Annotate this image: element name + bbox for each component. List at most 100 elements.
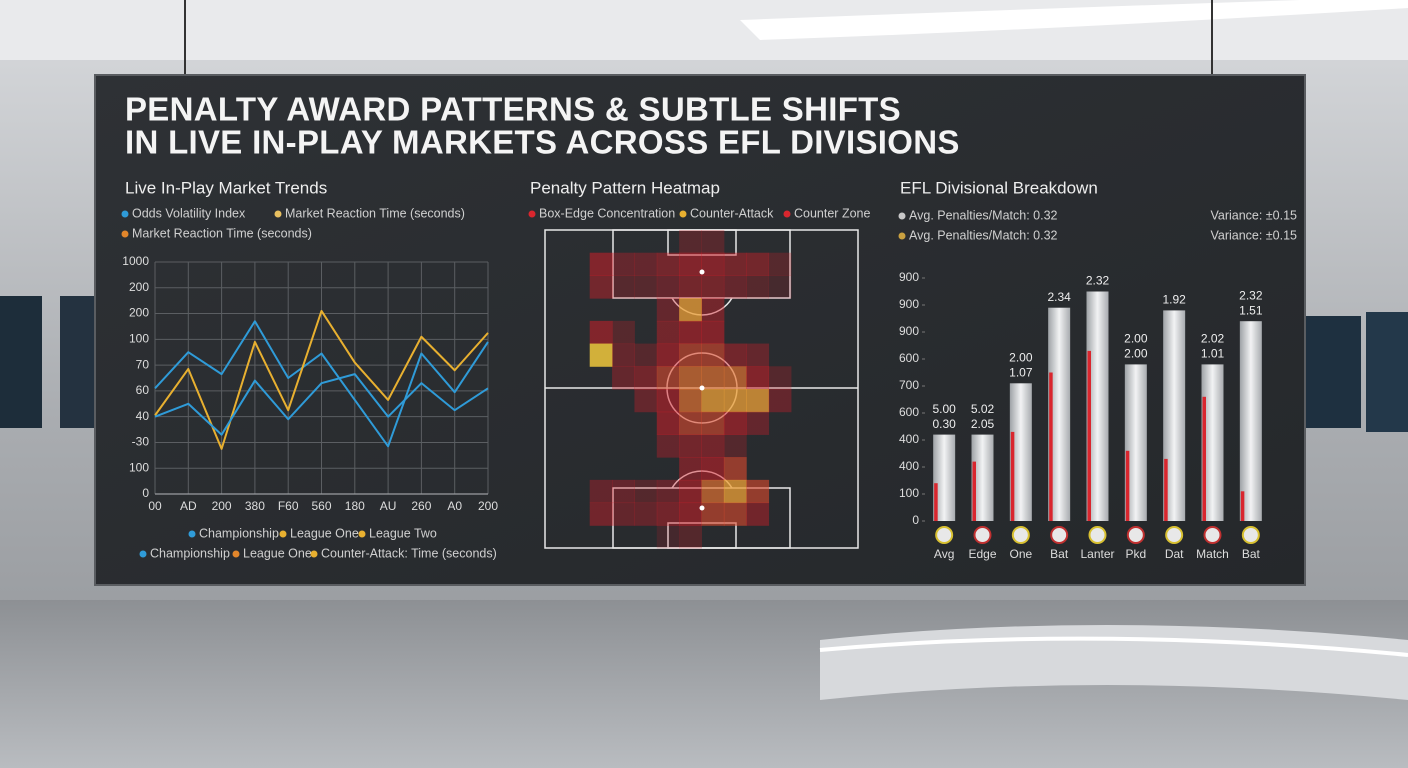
heat-cell	[545, 344, 568, 367]
heat-cell	[836, 321, 859, 344]
heat-cell	[791, 389, 814, 412]
series-line	[154, 309, 489, 450]
heat-cell	[679, 434, 702, 458]
x-tick-label: One	[1009, 547, 1032, 561]
heat-cell	[567, 321, 590, 344]
ceiling-light	[740, 0, 1408, 40]
heat-cell	[656, 252, 680, 276]
heat-cell	[657, 230, 680, 253]
heat-cell	[701, 298, 725, 322]
bar-annotation: 2.05	[971, 417, 995, 431]
heat-cell	[656, 320, 680, 345]
heat-cell	[656, 275, 680, 299]
heat-cell	[545, 412, 568, 435]
heat-cell	[545, 503, 568, 526]
bar	[1048, 307, 1071, 521]
team-badge	[1126, 526, 1145, 544]
heat-cell	[590, 525, 613, 548]
legend-label: Odds Volatility Index	[132, 206, 246, 220]
heat-cell	[701, 230, 725, 254]
legend-label: Market Reaction Time (seconds)	[132, 226, 312, 240]
heat-cell	[813, 253, 836, 276]
heat-cell	[545, 434, 568, 457]
heat-cell	[589, 320, 613, 345]
bar-annotation: 2.00	[1009, 350, 1033, 364]
heat-cell	[634, 321, 657, 344]
heat-cell	[567, 344, 590, 367]
heat-cell	[679, 502, 702, 526]
series-line	[154, 373, 489, 436]
legend-marker	[232, 550, 240, 558]
heat-cell	[791, 480, 814, 503]
heat-cell	[724, 525, 747, 548]
heat-cell	[746, 411, 770, 435]
heat-cell	[545, 480, 568, 503]
heat-cell	[791, 230, 814, 253]
x-tick-label: 200	[478, 499, 498, 513]
y-tick-label: 0	[142, 486, 149, 500]
heat-cell	[612, 525, 635, 548]
heat-cell	[656, 343, 680, 367]
heat-cell	[679, 252, 702, 276]
team-badge	[1165, 526, 1184, 544]
legend-label: Avg. Penalties/Match: 0.32	[909, 208, 1058, 222]
bar	[1201, 364, 1224, 521]
heat-cell	[701, 389, 725, 413]
heat-cell	[791, 434, 814, 457]
heat-cell	[679, 366, 702, 390]
heat-cell	[701, 479, 725, 504]
bar	[1202, 396, 1206, 521]
heat-cell	[836, 344, 859, 367]
heat-cell	[746, 252, 770, 276]
heat-cell	[634, 230, 657, 253]
y-tick-label: 100	[899, 486, 919, 500]
center-spot	[699, 385, 705, 391]
heat-cell	[612, 252, 635, 276]
heat-cell	[589, 502, 613, 526]
heat-cell	[634, 412, 657, 435]
heat-cell	[768, 252, 792, 276]
heat-cell	[723, 275, 747, 299]
heat-cell	[545, 366, 568, 389]
heat-cell	[769, 525, 792, 548]
heat-cell	[701, 320, 725, 345]
heat-cell	[567, 389, 590, 412]
heat-cell	[723, 252, 747, 276]
heat-cell	[746, 457, 769, 480]
heat-cell	[612, 298, 635, 321]
bar-annotation: 2.00	[1124, 332, 1148, 346]
legend-marker	[783, 210, 791, 218]
heat-cell	[634, 252, 658, 276]
heat-cell	[813, 366, 836, 389]
heat-cell	[634, 502, 658, 526]
heat-cell	[836, 230, 859, 253]
x-tick-label: F60	[278, 499, 299, 513]
heat-cell	[836, 253, 859, 276]
bar	[1240, 491, 1245, 521]
legend-marker	[121, 210, 129, 218]
heat-cell	[545, 298, 568, 321]
heat-cell	[836, 480, 859, 503]
heat-cell	[813, 344, 836, 367]
heat-cell	[836, 275, 859, 298]
heat-cell	[545, 253, 568, 276]
y-tick-label: 60	[136, 383, 150, 397]
heat-cell	[836, 389, 859, 412]
heat-cell	[746, 502, 770, 526]
heat-cell	[657, 457, 680, 480]
y-tick-label: 700	[899, 378, 919, 392]
heat-cell	[769, 503, 792, 526]
heat-cell	[590, 389, 613, 412]
team-badge	[973, 526, 992, 544]
heat-cell	[791, 412, 814, 435]
legend-note: Variance: ±0.15	[1210, 228, 1297, 242]
heat-cell	[791, 503, 814, 526]
bar	[1125, 450, 1130, 521]
legend-label: Box-Edge Concentration	[539, 206, 675, 220]
bar-annotation: 2.00	[1124, 347, 1148, 361]
heat-cell	[836, 366, 859, 389]
heat-cell	[679, 411, 702, 435]
heat-cell	[567, 480, 590, 503]
bar	[1086, 291, 1109, 521]
